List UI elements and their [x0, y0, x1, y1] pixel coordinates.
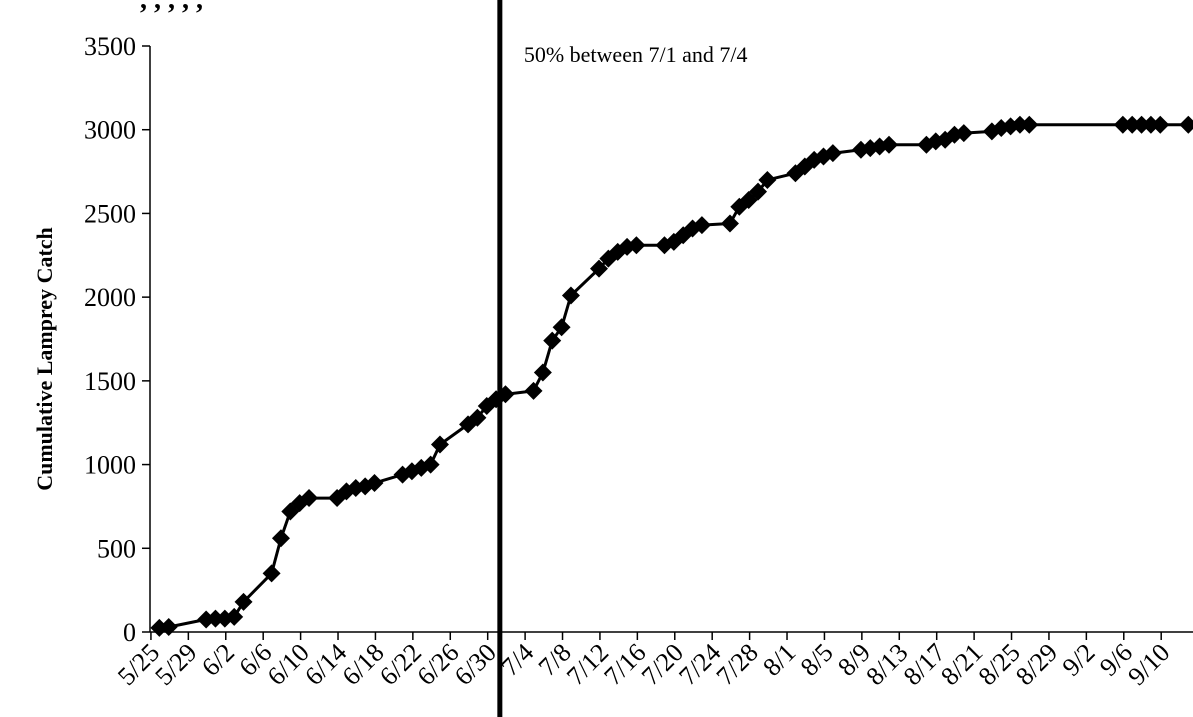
x-ticks: 5/255/296/26/66/106/146/186/226/266/307/…: [112, 632, 1175, 691]
x-tick-label: 9/2: [1057, 638, 1101, 682]
data-point: [823, 144, 842, 163]
data-point: [749, 182, 768, 201]
data-point: [1010, 115, 1029, 134]
data-point: [1132, 115, 1151, 134]
data-point: [543, 331, 562, 350]
data-point: [430, 435, 449, 454]
data-point: [590, 259, 609, 278]
fifty-percent-annotation: 50% between 7/1 and 7/4: [524, 42, 748, 67]
data-point: [533, 363, 552, 382]
y-tick-label: 500: [97, 534, 136, 563]
data-point: [954, 124, 973, 143]
data-point: [1179, 115, 1193, 134]
x-tick-label: 6/30: [449, 638, 502, 691]
y-tick-label: 2500: [84, 199, 136, 228]
data-point: [468, 408, 487, 427]
data-point: [758, 170, 777, 189]
clipped-title: , , , , ,: [140, 0, 203, 15]
x-tick-label: 5/29: [149, 638, 202, 691]
data-point: [1141, 115, 1160, 134]
x-tick-label: 8/5: [795, 638, 839, 682]
x-tick-label: 7/28: [711, 638, 764, 691]
data-point: [1151, 115, 1170, 134]
data-point: [421, 455, 440, 474]
data-point: [300, 489, 319, 508]
y-tick-label: 0: [123, 618, 136, 647]
data-point: [720, 214, 739, 233]
data-point: [524, 381, 543, 400]
data-point: [271, 529, 290, 548]
data-point: [561, 286, 580, 305]
x-tick-label: 6/2: [196, 638, 240, 682]
y-axis-title: Cumulative Lamprey Catch: [32, 227, 57, 491]
data-point: [365, 473, 384, 492]
data-point: [1123, 115, 1142, 134]
data-point: [627, 236, 646, 255]
data-point: [234, 592, 253, 611]
data-point: [206, 609, 225, 628]
data-point: [262, 564, 281, 583]
data-point: [692, 216, 711, 235]
y-tick-label: 1000: [84, 451, 136, 480]
x-tick-label: 8/29: [1010, 638, 1063, 691]
y-ticks: 0 500 1000 1500 2000 2500 3000 3500: [84, 32, 150, 647]
x-tick-label: 8/1: [757, 638, 801, 682]
data-point: [945, 125, 964, 144]
data-point: [552, 318, 571, 337]
series-line: [159, 123, 1189, 630]
data-point: [159, 617, 178, 636]
data-point: [225, 607, 244, 626]
y-tick-label: 3500: [84, 32, 136, 61]
y-tick-label: 2000: [84, 283, 136, 312]
data-point: [879, 135, 898, 154]
plot-area: 0 500 1000 1500 2000 2500 3000 3500 5/255/296/2…: [84, 0, 1193, 717]
y-tick-label: 3000: [84, 116, 136, 145]
series: [150, 115, 1193, 637]
data-point: [1020, 115, 1039, 134]
x-tick-label: 9/10: [1122, 638, 1175, 691]
data-point: [1113, 115, 1132, 134]
y-tick-label: 1500: [84, 367, 136, 396]
